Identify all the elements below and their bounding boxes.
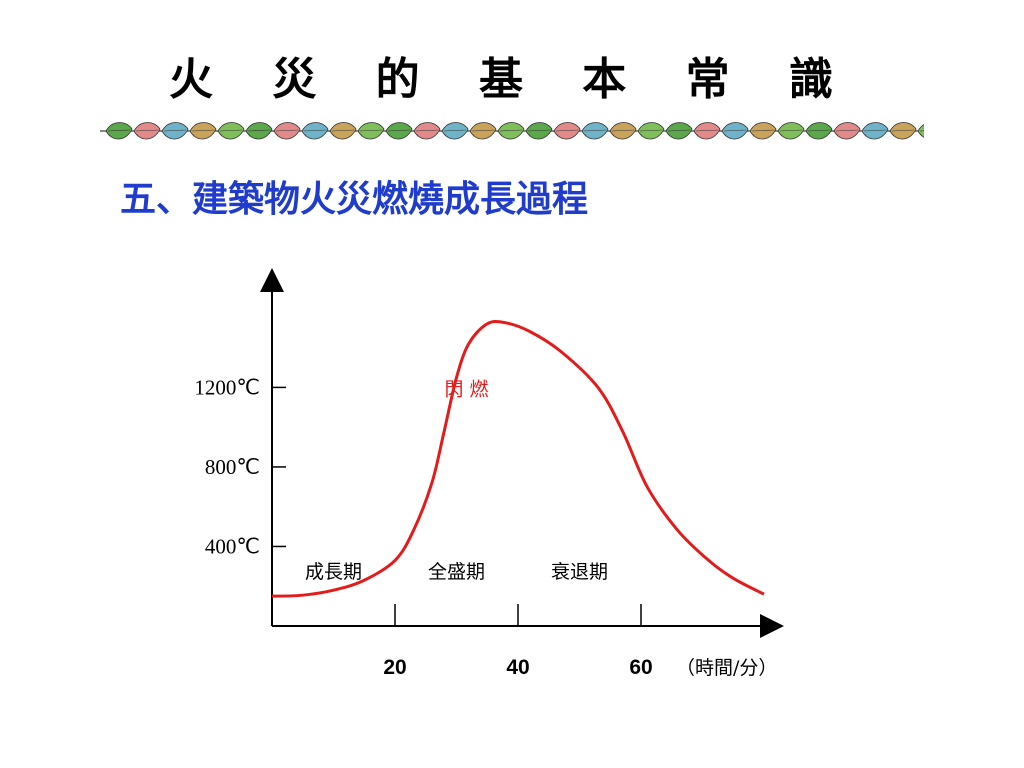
phase-label: 成長期 [305,561,362,583]
x-tick-label: 40 [506,656,529,679]
temperature-curve [271,319,765,598]
leaf-border-decoration [100,122,924,140]
phase-label: 全盛期 [428,561,485,583]
slide-subtitle: 五、建築物火災燃燒成長過程 [120,178,589,220]
flashover-annotation: 閃 燃 [445,378,489,400]
phase-label: 衰退期 [551,561,608,583]
y-tick-label: 1200℃ [194,375,260,399]
slide-title: 火 災 的 基 本 常 識 [169,54,855,105]
y-tick-label: 400℃ [205,534,260,558]
x-axis-unit-label: （時間/分） [676,657,777,679]
x-tick-label: 20 [383,656,406,679]
x-tick-label: 60 [629,656,652,679]
y-tick-label: 800℃ [205,455,260,479]
